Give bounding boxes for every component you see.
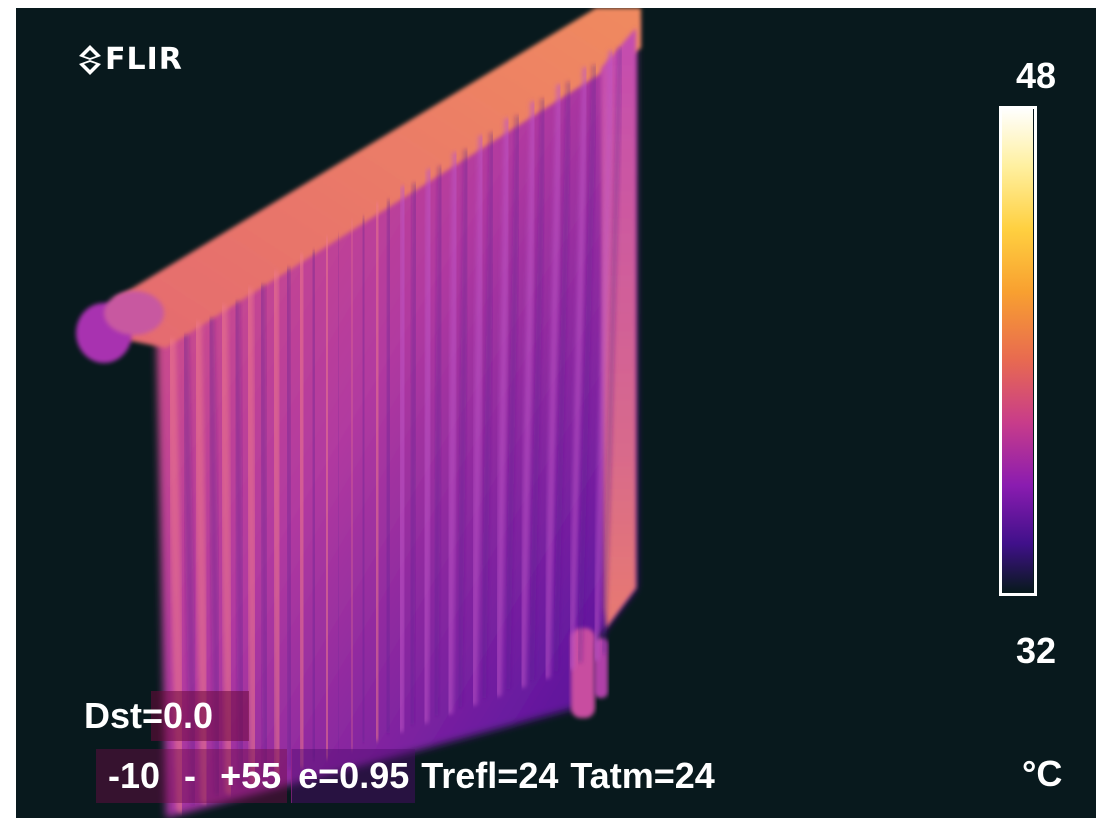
radiator-fin	[244, 287, 259, 787]
range-separator: -	[184, 755, 197, 796]
scale-max-label: 48	[1016, 55, 1057, 96]
radiator-fin-shadow	[309, 250, 319, 760]
parameters-bar: -10 - +55 e=0.95 Trefl=24 Tatm=24	[96, 749, 721, 803]
distance-highlight	[151, 691, 249, 741]
radiator-fin-shadow	[283, 267, 295, 769]
range-low: -10	[108, 755, 161, 796]
distance-readout: Dst=0.0	[84, 695, 214, 736]
logo-text: FLIR	[105, 42, 183, 77]
atmospheric-temp-readout: Tatm=24	[570, 755, 715, 796]
temperature-scale-gradient	[1001, 108, 1033, 592]
radiator-fin	[494, 117, 511, 697]
scale-min-label: 32	[1016, 630, 1057, 671]
radiator-fin	[270, 270, 284, 778]
radiator-fin	[593, 50, 614, 661]
radiator-fin-shadow	[577, 64, 597, 663]
unit-label: °C	[1022, 753, 1063, 794]
radiator-fin-shadow	[407, 183, 419, 725]
radiator-fin	[543, 83, 563, 679]
radiator-fin-shadow	[359, 216, 368, 743]
radiator-fin	[396, 185, 408, 733]
radiator-fin-shadow	[504, 115, 521, 690]
radiator-fin	[372, 202, 383, 742]
radiator-fin-shadow	[601, 47, 623, 655]
radiator-fin	[296, 253, 308, 769]
radiator-fin-shadow	[258, 284, 271, 778]
radiator-fin-shadow	[553, 81, 572, 672]
radiator-fin	[445, 151, 460, 715]
temperature-range: -10 - +55	[96, 749, 288, 803]
flir-diamond-icon	[79, 45, 101, 75]
radiator-fin-shadow	[456, 149, 470, 707]
radiator-fin-shadow	[480, 132, 495, 699]
temperature-scale-bar	[999, 106, 1037, 596]
radiator-fin	[568, 66, 589, 670]
range-high: +55	[220, 755, 282, 796]
thermal-image-frame: FLIR 48 32 °C Dst=0.0 -10 - +55 e=0.95 T…	[16, 8, 1096, 818]
radiator-fin-shadow	[528, 98, 546, 681]
emissivity-readout: e=0.95	[291, 749, 416, 803]
radiator-fin-shadow	[383, 199, 393, 734]
flir-logo: FLIR	[79, 45, 183, 75]
radiator-fin	[421, 168, 434, 724]
radiator-fin	[470, 134, 486, 706]
radiator-fin-shadow	[432, 166, 444, 716]
reflected-temp-readout: Trefl=24	[421, 755, 559, 796]
radiator-fin	[322, 236, 332, 760]
radiator-fin	[519, 100, 537, 688]
